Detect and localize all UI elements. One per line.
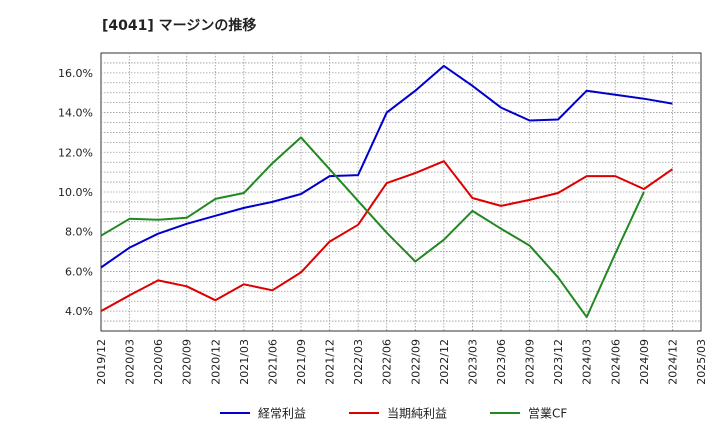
x-tick-label: 2021/09 [295, 339, 308, 385]
series-lines [100, 64, 673, 319]
x-tick-label: 2022/06 [381, 339, 394, 385]
x-tick-label: 2023/06 [495, 339, 508, 385]
y-tick-label: 14.0% [58, 107, 93, 120]
legend: 経常利益 当期純利益 営業CF [220, 407, 567, 421]
series-line-1 [100, 64, 673, 269]
x-tick-label: 2021/12 [324, 339, 337, 385]
x-tick-label: 2024/12 [666, 339, 679, 385]
x-tick-label: 2024/09 [638, 339, 651, 385]
y-tick-label: 16.0% [58, 67, 93, 80]
chart-title: [4041] マージンの推移 [102, 17, 256, 34]
x-tick-label: 2022/03 [352, 339, 365, 385]
x-tick-label: 2020/12 [209, 339, 222, 385]
x-tick-label: 2021/03 [238, 339, 251, 385]
y-tick-label: 4.0% [65, 305, 93, 318]
x-tick-label: 2023/12 [552, 339, 565, 385]
y-tick-label: 10.0% [58, 186, 93, 199]
x-tick-label: 2024/06 [609, 339, 622, 385]
x-tick-label: 2023/09 [524, 339, 537, 385]
y-tick-label: 8.0% [65, 226, 93, 239]
series-line-2 [100, 160, 673, 312]
x-tick-label: 2023/03 [466, 339, 479, 385]
x-tick-label: 2020/09 [181, 339, 194, 385]
x-tick-label: 2021/06 [266, 339, 279, 385]
x-tick-label: 2020/03 [124, 339, 137, 385]
x-tick-label: 2024/03 [581, 339, 594, 385]
y-tick-label: 6.0% [65, 265, 93, 278]
x-tick-label: 2022/09 [409, 339, 422, 385]
series-line-3 [100, 136, 645, 319]
x-axis-ticks: 2019/12 2020/03 2020/06 2020/09 2020/12 2021/… [95, 339, 708, 385]
x-tick-label: 2022/12 [438, 339, 451, 385]
legend-label-2: 当期純利益 [387, 407, 447, 421]
y-axis-ticks: 4.0% 6.0% 8.0% 10.0% 12.0% 14.0% 16.0% [58, 67, 93, 318]
legend-label-3: 営業CF [528, 407, 567, 421]
legend-label-1: 経常利益 [258, 407, 306, 421]
x-tick-label: 2019/12 [95, 339, 108, 385]
x-tick-label: 2020/06 [152, 339, 165, 385]
x-tick-label: 2025/03 [695, 339, 708, 385]
y-tick-label: 12.0% [58, 146, 93, 159]
